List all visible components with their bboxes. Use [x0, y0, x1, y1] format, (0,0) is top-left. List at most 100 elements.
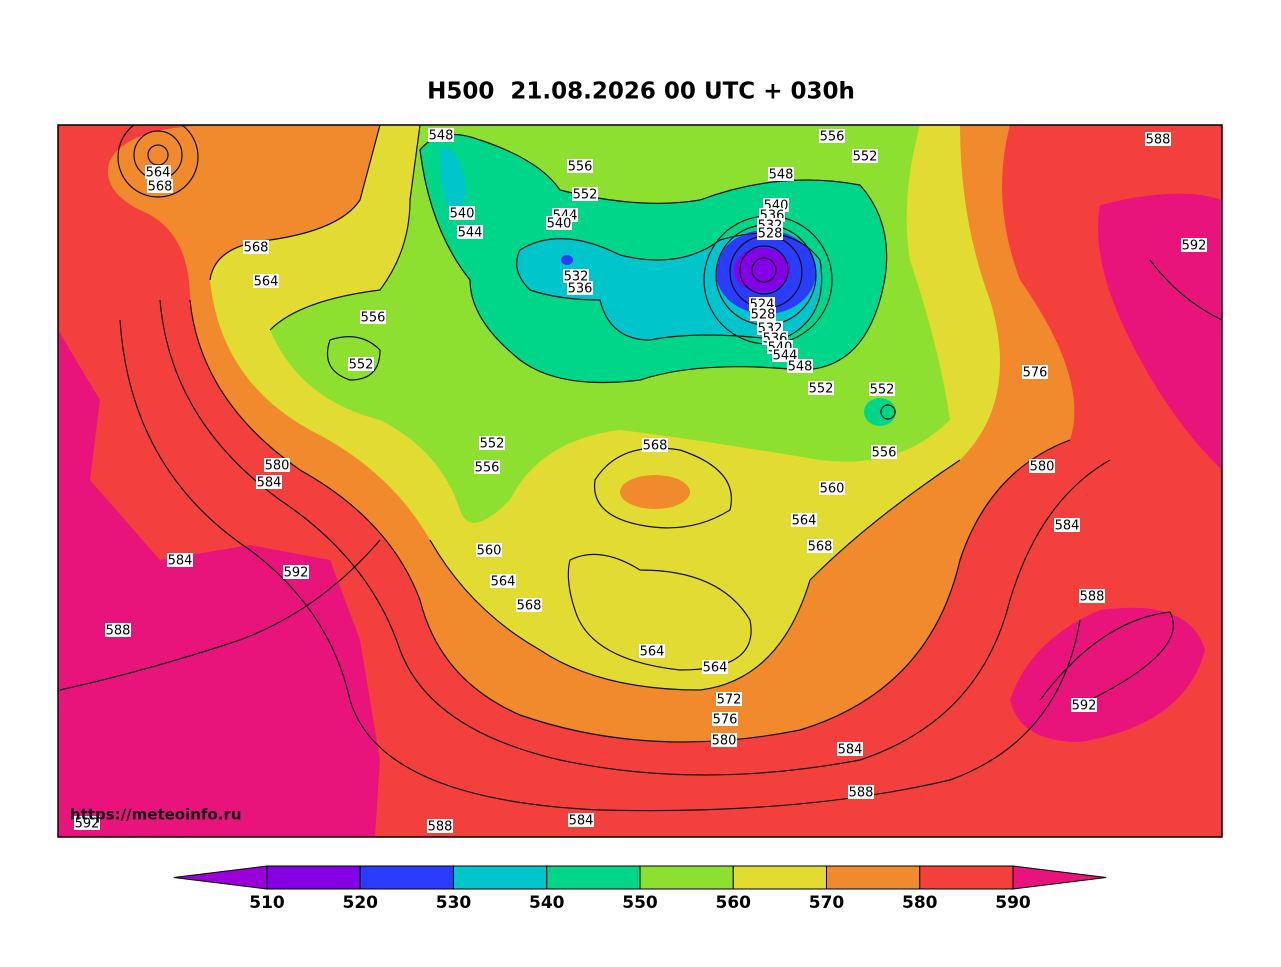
contour-label: 532	[564, 270, 589, 285]
colorbar-segment	[919, 865, 1014, 890]
colorbar: 510 520 530 540 550 560 570 580 590	[173, 865, 1107, 913]
contour-label: 540	[547, 217, 572, 232]
colorbar-segment	[359, 865, 454, 890]
contour-label: 568	[808, 540, 833, 555]
watermark: https://meteoinfo.ru	[70, 806, 242, 824]
label-box	[712, 712, 738, 726]
contour-label: 588	[1146, 133, 1171, 148]
contour-label: 584	[257, 476, 282, 491]
label-box	[1029, 459, 1055, 473]
colorbar-segment	[826, 865, 921, 890]
contour-label: 552	[853, 150, 878, 165]
contour-label: 572	[717, 693, 742, 708]
label-box	[145, 165, 171, 179]
contour-label: 536	[568, 282, 593, 297]
label-box	[449, 206, 475, 220]
contour-label: 568	[148, 180, 173, 195]
colorbar-segment	[546, 865, 641, 890]
contour-label: 580	[1030, 460, 1055, 475]
contour-label: 556	[568, 160, 593, 175]
contour-label: 592	[1072, 699, 1097, 714]
label-box	[1022, 365, 1048, 379]
label-box	[428, 128, 454, 142]
contour-label: 564	[640, 645, 665, 660]
contour-label: 564	[703, 661, 728, 676]
contour-label: 552	[573, 188, 598, 203]
contour-label: 588	[106, 624, 131, 639]
contour-label: 576	[713, 713, 738, 728]
field-590	[1098, 193, 1222, 471]
colorbar-tick-label: 570	[809, 893, 845, 913]
contour-label: 560	[820, 482, 845, 497]
contour-label: 556	[361, 311, 386, 326]
contour-label: 568	[643, 439, 668, 454]
label-box	[711, 733, 737, 747]
label-box	[807, 539, 833, 553]
label-box	[474, 460, 500, 474]
label-box	[808, 381, 834, 395]
contour-label: 588	[428, 820, 453, 835]
contour-label: 556	[872, 446, 897, 461]
contour-label: 564	[491, 575, 516, 590]
label-box	[819, 129, 845, 143]
contour-label: 552	[480, 437, 505, 452]
field-590	[58, 330, 380, 837]
label-box	[457, 225, 483, 239]
label-box	[147, 179, 173, 193]
label-box	[476, 543, 502, 557]
contour-labels: 5485645685565525445405405445685645325365…	[74, 128, 1207, 835]
label-box	[869, 382, 895, 396]
colorbar-segment	[266, 865, 361, 890]
contour-label: 580	[265, 459, 290, 474]
contour-label: 548	[429, 129, 454, 144]
colorbar-tick-label: 520	[343, 893, 379, 913]
label-box	[546, 216, 572, 230]
label-box	[819, 481, 845, 495]
contour-label: 580	[712, 734, 737, 749]
colorbar-segment	[639, 865, 734, 890]
label-box	[516, 598, 542, 612]
label-box	[563, 269, 589, 283]
label-box	[1079, 589, 1105, 603]
colorbar-tick-label: 590	[995, 893, 1031, 913]
label-box	[848, 785, 874, 799]
contour-label: 592	[75, 817, 100, 832]
label-box	[74, 816, 100, 830]
label-box	[167, 553, 193, 567]
label-box	[427, 819, 453, 833]
map-frame	[57, 124, 1223, 838]
label-box	[479, 436, 505, 450]
contour-label: 584	[569, 814, 594, 829]
contour-label: 552	[809, 382, 834, 397]
label-box	[283, 565, 309, 579]
contour-label: 564	[146, 166, 171, 181]
contour-label: 556	[475, 461, 500, 476]
label-box	[787, 359, 813, 373]
colorbar-segment	[732, 865, 827, 890]
label-box	[256, 475, 282, 489]
label-box	[105, 623, 131, 637]
label-box	[243, 240, 269, 254]
label-box	[702, 660, 728, 674]
contour-label: 576	[1023, 366, 1048, 381]
field-540	[864, 398, 896, 426]
contour-label: 548	[788, 360, 813, 375]
label-box	[264, 458, 290, 472]
label-box	[490, 574, 516, 588]
label-box	[642, 438, 668, 452]
label-box	[1145, 132, 1171, 146]
contour-label: 556	[820, 130, 845, 145]
contour-label: 588	[849, 786, 874, 801]
colorbar-segment	[453, 865, 548, 890]
field-520	[561, 255, 573, 265]
contour-label: 552	[870, 383, 895, 398]
label-box	[791, 513, 817, 527]
contour-label: 592	[1182, 239, 1207, 254]
contour-label: 552	[349, 358, 374, 373]
contours	[59, 125, 1222, 812]
contour-label: 564	[254, 275, 279, 290]
label-box	[348, 357, 374, 371]
contour-label: 568	[517, 599, 542, 614]
label-box	[852, 149, 878, 163]
